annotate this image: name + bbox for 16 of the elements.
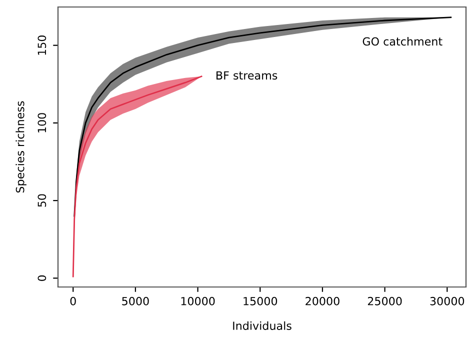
x-tick-label: 20000 xyxy=(306,296,340,306)
line-series xyxy=(74,16,452,217)
y-tick-label: 0 xyxy=(38,275,46,281)
x-axis-title: Individuals xyxy=(233,321,292,330)
x-tick-label: 15000 xyxy=(244,296,278,306)
x-tick-label: 5000 xyxy=(122,296,149,306)
series-label: GO catchment xyxy=(362,37,442,46)
y-tick-label: 50 xyxy=(38,194,46,207)
x-tick-label: 10000 xyxy=(181,296,215,306)
x-tick-label: 30000 xyxy=(430,296,464,306)
x-tick-label: 0 xyxy=(70,296,76,306)
y-tick-label: 150 xyxy=(38,35,46,55)
series-label: BF streams xyxy=(216,71,278,80)
y-tick-label: 100 xyxy=(38,113,46,132)
x-tick-label: 25000 xyxy=(368,296,402,306)
y-axis-title: Species richness xyxy=(16,101,26,193)
